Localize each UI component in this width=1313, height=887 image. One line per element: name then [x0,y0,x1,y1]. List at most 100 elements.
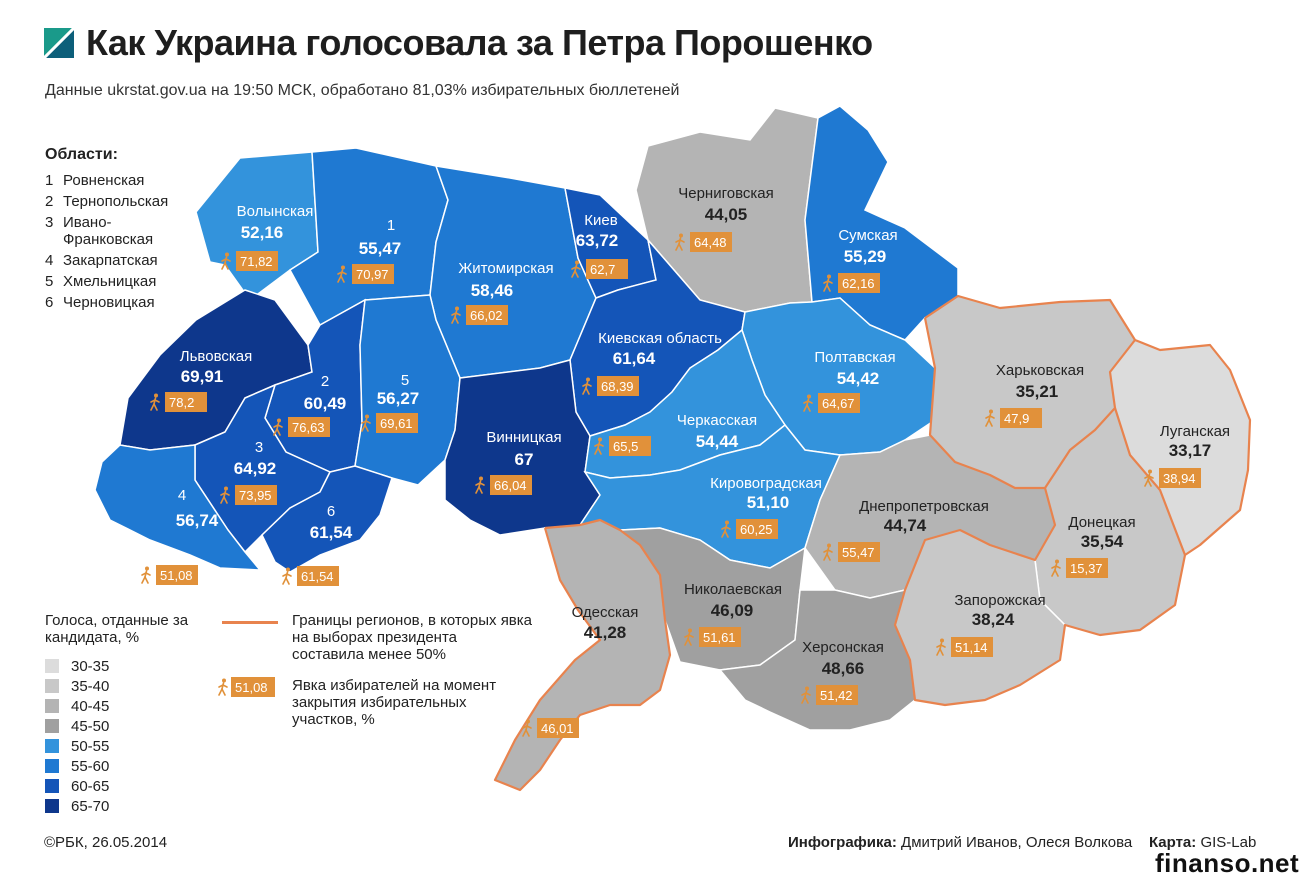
walker-icon [675,233,685,251]
walker-icon [150,393,160,411]
region-turnout: 51,61 [703,630,736,645]
regions-legend-header: Области: [45,146,118,163]
walker-icon [684,628,694,646]
regions-legend: Области: 1 Ровненская 2 Тернопольская 3 Ива… [45,146,195,315]
region-name: Одесская [572,604,639,621]
region-turnout: 64,48 [694,235,727,250]
walker-icon [594,437,604,455]
vote-share-legend: Голоса, отданные за кандидата, % 30-35 3… [45,612,195,816]
legend-swatch: 60-65 [45,776,195,796]
region-turnout: 76,63 [292,420,325,435]
region-turnout: 65,5 [613,439,638,454]
watermark: finanso.net [1155,848,1300,878]
page-title: Как Украина голосовала за Петра Порошенк… [86,22,873,63]
legend-swatch: 40-45 [45,696,195,716]
walker-icon [522,719,532,737]
regions-legend-item: 4 Закарпатская [45,252,158,269]
region-name: 1 [387,217,395,234]
credits: Инфографика: Дмитрий Иванов, Олеся Волко… [788,834,1256,851]
region-votes: 44,74 [884,516,927,535]
walker-icon [936,638,946,656]
page-subtitle: Данные ukrstat.gov.ua на 19:50 МСК, обра… [45,82,680,99]
region-votes: 41,28 [584,623,627,642]
region-name: Киевская область [598,330,722,347]
region-name: Винницкая [486,429,561,446]
region-votes: 33,17 [1169,441,1212,460]
walker-icon [475,476,485,494]
region-turnout: 62,7 [590,262,615,277]
region-votes: 54,44 [696,432,739,451]
low-turnout-border-east-inner-2 [1044,339,1136,489]
region-name: Полтавская [814,349,895,366]
region-name: Днепропетровская [859,498,989,515]
turnout-badge [352,264,394,284]
region-votes: 69,91 [181,367,224,386]
turnout-badge [951,637,993,657]
turnout-badge [537,718,579,738]
turnout-badge [699,627,741,647]
border-line-sample [222,621,278,624]
region-turnout: 51,08 [160,568,193,583]
rbc-logo-icon [44,28,74,58]
regions-legend-item: 3 Ивано-Франковская [45,214,154,248]
region-turnout: 61,54 [301,569,334,584]
copyright: ©РБК, 26.05.2014 [44,834,168,851]
region-shape-chernivetska[interactable] [261,465,393,573]
region-votes: 58,46 [471,281,514,300]
walker-icon [451,306,461,324]
legend-swatch: 55-60 [45,756,195,776]
legend-swatch: 50-55 [45,736,195,756]
turnout-badge [1000,408,1042,428]
region-votes: 48,66 [822,659,865,678]
region-votes: 64,92 [234,459,277,478]
region-votes: 56,74 [176,511,219,530]
region-name: 5 [401,372,409,389]
region-turnout: 66,02 [470,308,503,323]
walker-icon [1144,469,1154,487]
turnout-badge [838,542,880,562]
region-name: Луганская [1160,423,1230,440]
region-votes: 61,54 [310,523,353,542]
region-votes: 60,49 [304,394,347,413]
region-votes: 35,54 [1081,532,1124,551]
region-votes: 46,09 [711,601,754,620]
walker-icon [337,265,347,283]
turnout-badge [235,485,277,505]
region-turnout: 68,39 [601,379,634,394]
walker-icon [361,414,371,432]
turnout-badge [288,417,330,437]
turnout-badge [609,436,651,456]
walker-icon [803,394,813,412]
credits-infographic-label: Инфографика: [788,834,897,851]
vote-share-legend-header: Голоса, отданные за кандидата, % [45,612,189,646]
region-votes: 55,29 [844,247,887,266]
region-turnout: 51,14 [955,640,988,655]
credits-authors: Дмитрий Иванов, Олеся Волкова [901,834,1133,851]
region-votes: 63,72 [576,231,619,250]
region-name: 3 [255,439,263,456]
regions-legend-item: 1 Ровненская [45,172,145,189]
region-shape-khmelnytska[interactable] [354,294,461,486]
region-name: 6 [327,503,335,520]
region-turnout: 69,61 [380,416,413,431]
region-name: Волынская [237,203,314,220]
turnout-badge [1159,468,1201,488]
region-turnout: 46,01 [541,721,574,736]
region-name: Херсонская [802,639,884,656]
region-name: Донецкая [1068,514,1135,531]
region-turnout: 66,04 [494,478,527,493]
region-shape-zakarpatska[interactable] [94,444,262,571]
walker-icon [141,566,151,584]
low-turnout-border-odesa [493,518,672,792]
turnout-badge [586,259,628,279]
walker-icon [823,543,833,561]
region-votes: 38,24 [972,610,1015,629]
region-votes: 55,47 [359,239,402,258]
region-shape-khersonska[interactable] [718,588,916,731]
walker-icon [221,252,231,270]
region-name: Сумская [838,227,897,244]
low-turnout-border-east-inner [1113,407,1187,556]
credits-map-label: Карта: [1148,834,1197,851]
regions-legend-item: 6 Черновицкая [45,294,155,311]
